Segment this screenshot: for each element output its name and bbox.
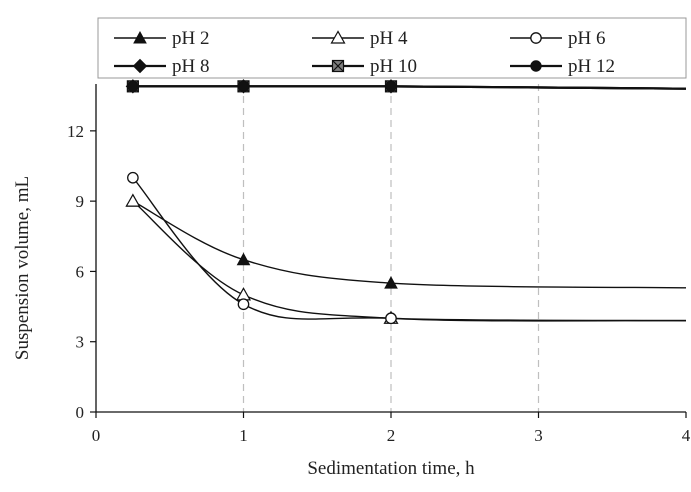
legend-marker-ph-4 bbox=[330, 30, 346, 44]
legend-item-ph-10: pH 10 bbox=[312, 56, 417, 77]
y-tick-label: 3 bbox=[76, 333, 85, 352]
legend-marker-ph-10 bbox=[331, 59, 345, 73]
data-point-ph-12 bbox=[237, 80, 250, 93]
legend-item-ph-4: pH 4 bbox=[312, 28, 408, 49]
legend-label: pH 4 bbox=[370, 28, 408, 49]
x-tick-label: 3 bbox=[534, 426, 543, 445]
x-tick-label: 2 bbox=[387, 426, 396, 445]
series bbox=[125, 79, 687, 325]
data-point-ph-6 bbox=[127, 171, 139, 184]
y-tick-label: 12 bbox=[67, 122, 84, 141]
legend-item-ph-6: pH 6 bbox=[510, 28, 605, 49]
series-line-ph-2 bbox=[132, 200, 687, 289]
legend-marker-ph-6 bbox=[530, 32, 542, 44]
series-line-ph-6 bbox=[132, 177, 687, 322]
data-point-ph-4 bbox=[125, 193, 141, 207]
x-tick-label: 4 bbox=[682, 426, 691, 445]
series-line-ph-12 bbox=[132, 85, 687, 90]
x-tick-label: 1 bbox=[239, 426, 248, 445]
legend-label: pH 6 bbox=[568, 28, 605, 49]
data-point-ph-12 bbox=[385, 80, 397, 93]
legend-marker-ph-8 bbox=[132, 58, 148, 74]
y-axis-title: Suspension volume, mL bbox=[12, 176, 33, 360]
legend-label: pH 10 bbox=[370, 56, 417, 77]
data-point-ph-2 bbox=[384, 276, 398, 289]
legend-marker-ph-12 bbox=[530, 60, 542, 72]
x-tick-label: 0 bbox=[92, 426, 101, 445]
axes bbox=[90, 84, 687, 418]
legend-item-ph-12: pH 12 bbox=[510, 56, 615, 77]
legend-item-ph-2: pH 2 bbox=[114, 28, 209, 49]
grid bbox=[242, 84, 540, 412]
y-tick-label: 9 bbox=[76, 192, 85, 211]
legend-label: pH 2 bbox=[172, 28, 209, 49]
legend: pH 2 pH 4 pH 6 pH 8 pH 10 pH 12 bbox=[97, 17, 687, 79]
data-point-ph-6 bbox=[237, 298, 250, 311]
legend-box bbox=[97, 17, 687, 79]
x-axis-title: Sedimentation time, h bbox=[307, 458, 475, 479]
data-point-ph-12 bbox=[127, 80, 139, 93]
legend-item-ph-8: pH 8 bbox=[114, 56, 209, 77]
legend-label: pH 8 bbox=[172, 56, 209, 77]
y-tick-label: 0 bbox=[76, 403, 85, 422]
y-tick-label: 6 bbox=[76, 262, 85, 281]
data-point-ph-6 bbox=[385, 312, 397, 325]
data-point-ph-4 bbox=[235, 287, 252, 301]
data-point-ph-2 bbox=[236, 252, 251, 266]
legend-marker-ph-2 bbox=[133, 30, 147, 44]
legend-label: pH 12 bbox=[568, 56, 615, 77]
series-line-ph-4 bbox=[132, 200, 687, 322]
